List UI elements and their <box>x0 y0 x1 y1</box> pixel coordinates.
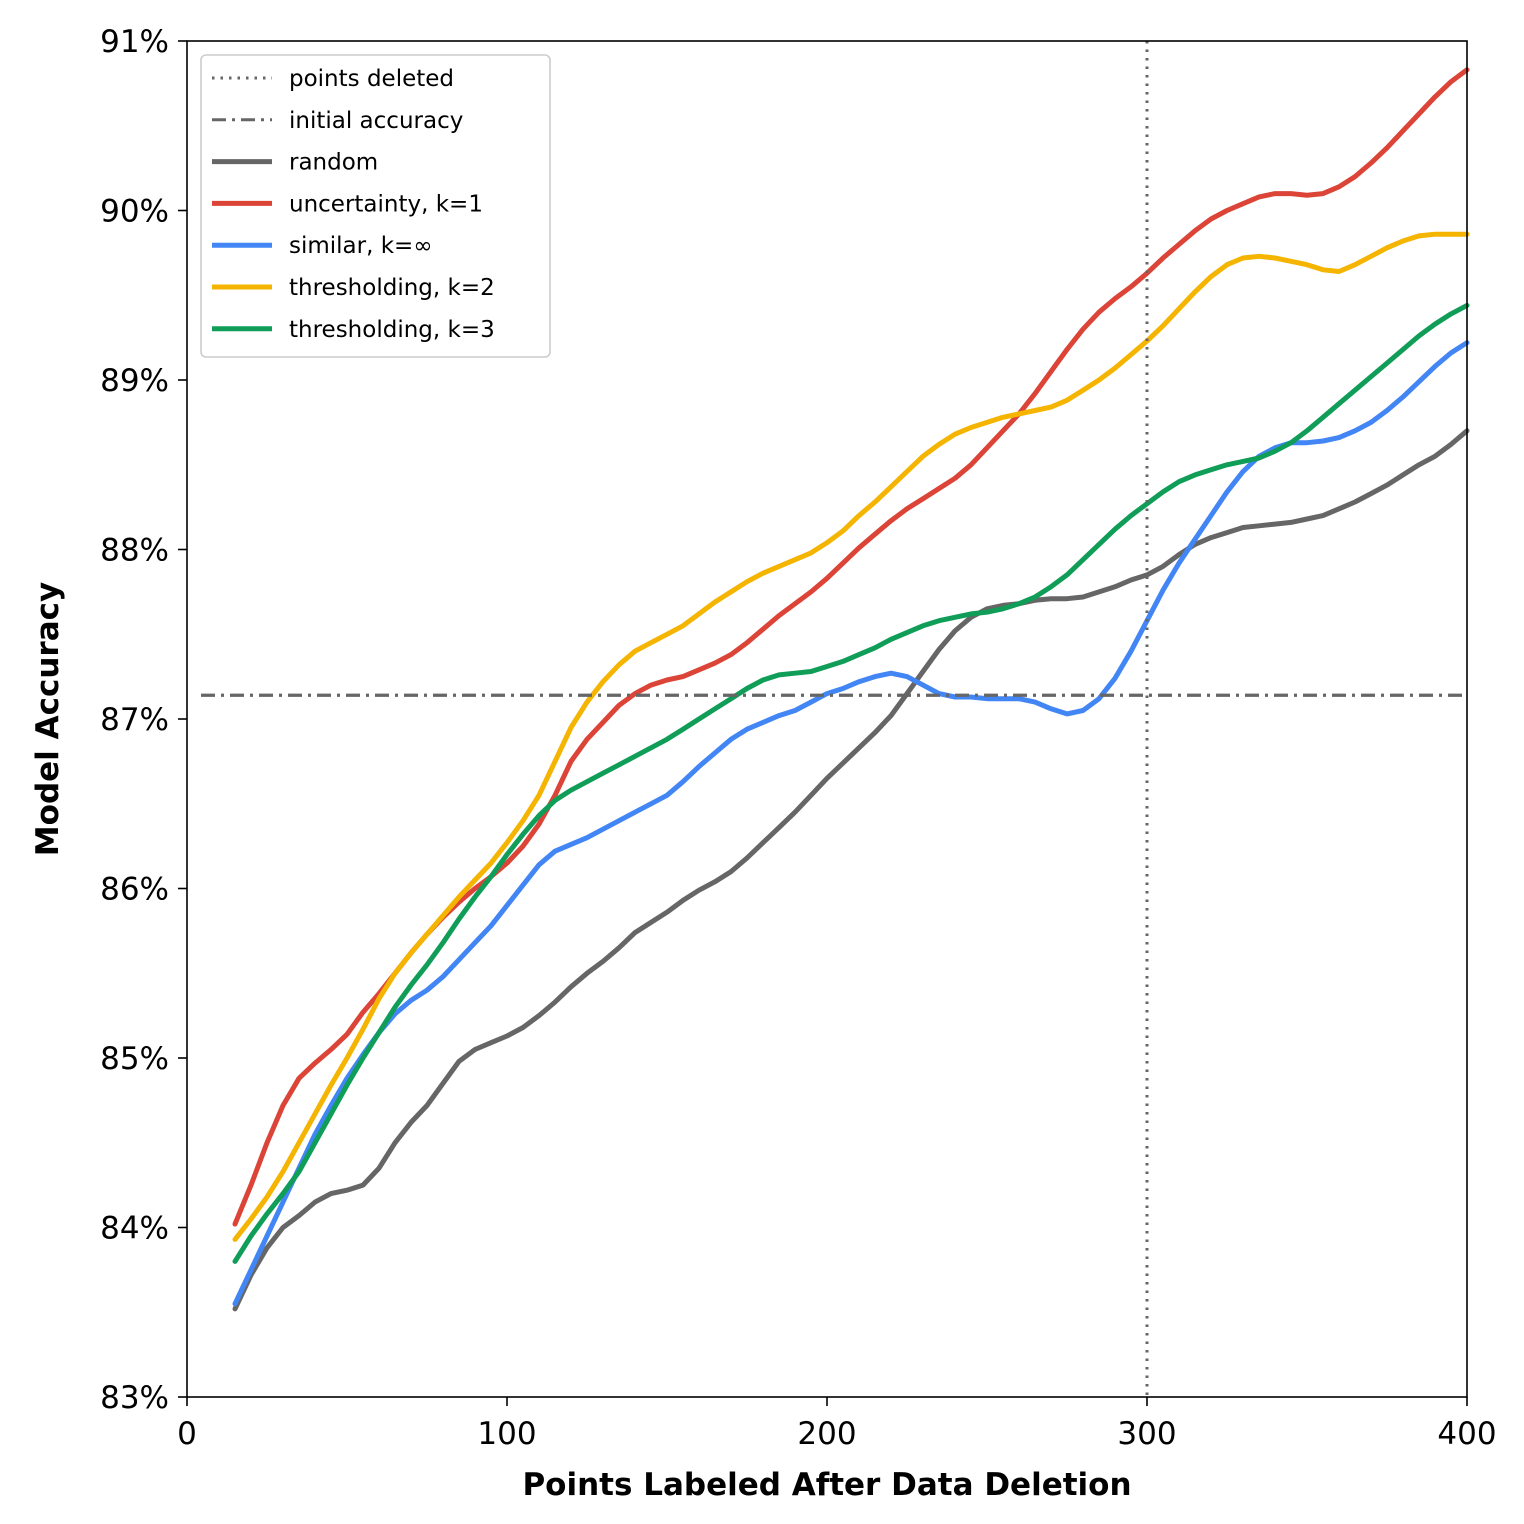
y-tick-label: 88% <box>100 533 169 569</box>
legend-box <box>200 54 551 358</box>
legend-entry-thresholding-k-3-label: thresholding, k=3 <box>289 317 495 343</box>
y-tick-label: 90% <box>100 194 169 230</box>
legend-entry-thresholding-k-2-label: thresholding, k=2 <box>289 275 495 301</box>
y-tick-label: 84% <box>100 1211 169 1247</box>
y-tick-label: 87% <box>100 702 169 738</box>
y-tick-label: 91% <box>100 24 169 60</box>
y-tick-label: 86% <box>100 872 169 908</box>
legend-entry-points-deleted-label: points deleted <box>289 66 454 92</box>
y-tick-label: 89% <box>100 363 169 399</box>
x-tick-label: 400 <box>1437 1416 1496 1452</box>
reference-lines <box>201 41 1463 1397</box>
x-tick-label: 300 <box>1117 1416 1176 1452</box>
series-line-random <box>232 428 1470 1312</box>
legend-entry-similar-k-label: similar, k=∞ <box>289 233 432 259</box>
ticks: 0 100 200 300 400 83% 84% 85% 86% 87% 88% 89% 90% 91% <box>100 24 1496 1452</box>
legend-entry-random-label: random <box>289 150 378 176</box>
legend: points deleted initial accuracy random unce… <box>200 54 551 358</box>
legend-entry-initial-accuracy-label: initial accuracy <box>289 108 463 134</box>
series-line-thresholding-k-3 <box>232 302 1470 1264</box>
x-tick-label: 0 <box>177 1416 197 1452</box>
series-line-thresholding-k-2 <box>232 231 1470 1242</box>
y-tick-label: 83% <box>100 1380 169 1416</box>
x-tick-label: 200 <box>797 1416 856 1452</box>
x-tick-label: 100 <box>477 1416 536 1452</box>
series-layer <box>232 67 1470 1312</box>
y-tick-label: 85% <box>100 1041 169 1077</box>
x-axis-title: Points Labeled After Data Deletion <box>522 1467 1131 1503</box>
legend-entry-uncertainty-k-1-label: uncertainty, k=1 <box>289 191 483 217</box>
y-axis-title: Model Accuracy <box>30 582 66 856</box>
